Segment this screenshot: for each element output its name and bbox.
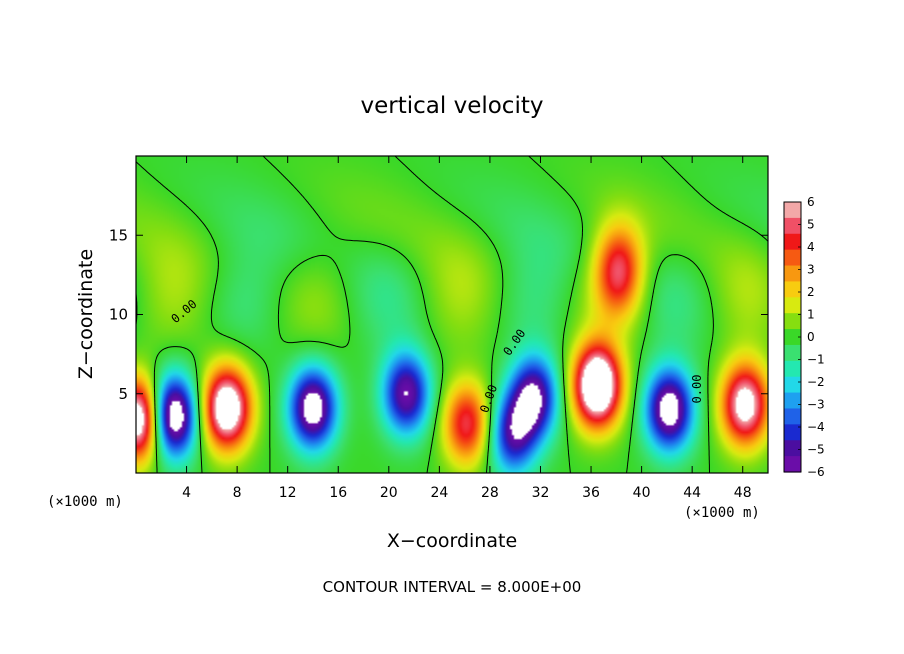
y-axis: 5 10 15 [109, 226, 768, 403]
x-axis-label: X−coordinate [387, 530, 517, 552]
colorbar-tick-label: −2 [807, 375, 825, 389]
contour-interval-note: CONTOUR INTERVAL = 8.000E+00 [323, 578, 582, 596]
x-axis: 4 8 12 16 20 24 28 32 36 40 44 48 [182, 156, 752, 501]
colorbar-tick-label: 0 [807, 330, 815, 344]
colorbar-tick-label: 2 [807, 285, 815, 299]
colorbar-swatch [784, 392, 801, 410]
y-tick-label: 5 [118, 385, 128, 403]
colorbar-swatch [784, 360, 801, 378]
colorbar-swatch [784, 313, 801, 330]
x-tick-label: 48 [734, 485, 752, 501]
x-tick-label: 20 [380, 485, 398, 501]
x-unit-note-left: (×1000 m) [47, 494, 123, 510]
colorbar-tick-label: 6 [807, 195, 815, 209]
colorbar-swatch [784, 440, 801, 457]
x-tick-label: 16 [329, 485, 347, 501]
colorbar-swatch [784, 233, 801, 251]
colorbar-swatch [784, 265, 801, 283]
colorbar-tick-label: −4 [807, 420, 825, 434]
colorbar-tick-label: −3 [807, 398, 825, 412]
colorbar-tick-label: −6 [807, 465, 825, 479]
colorbar-tick-label: 4 [807, 240, 815, 254]
colorbar-tick-label: 1 [807, 308, 815, 322]
colorbar-swatch [784, 202, 801, 219]
colorbar: 6 5 4 3 2 1 0 −1 −2 −3 −4 −5 −6 [783, 195, 825, 479]
y-axis-label: Z−coordinate [75, 249, 97, 379]
colorbar-swatch [784, 424, 801, 441]
chart-title: vertical velocity [361, 93, 544, 119]
x-tick-label: 8 [233, 485, 242, 501]
colorbar-swatch [784, 344, 801, 362]
colorbar-tick-label: −1 [807, 353, 825, 367]
colorbar-swatches [784, 202, 801, 473]
heatmap-field: 0.000.000.00 0.00 [135, 155, 769, 474]
colorbar-swatch [784, 281, 801, 298]
colorbar-swatch [784, 249, 801, 267]
contour-label: 0.00 [690, 375, 704, 404]
y-tick-label: 10 [109, 306, 128, 324]
colorbar-swatch [784, 408, 801, 425]
x-tick-label: 4 [182, 485, 191, 501]
x-tick-label: 44 [683, 485, 701, 501]
colorbar-swatch [784, 329, 801, 346]
colorbar-swatch [784, 217, 801, 235]
x-tick-label: 36 [582, 485, 600, 501]
x-tick-label: 28 [481, 485, 499, 501]
colorbar-tick-label: 5 [807, 218, 815, 232]
x-unit-note-right: (×1000 m) [684, 505, 760, 521]
colorbar-swatch [784, 376, 801, 394]
y-tick-label: 15 [109, 226, 128, 244]
colorbar-tick-labels: 6 5 4 3 2 1 0 −1 −2 −3 −4 −5 −6 [798, 195, 825, 479]
x-tick-label: 24 [430, 485, 448, 501]
x-tick-label: 12 [279, 485, 297, 501]
colorbar-swatch [784, 297, 801, 314]
colorbar-tick-label: −5 [807, 443, 825, 457]
zero-contour [135, 155, 769, 474]
colorbar-swatch [784, 456, 801, 473]
colorbar-tick-label: 3 [807, 263, 815, 277]
x-tick-label: 40 [633, 485, 651, 501]
x-tick-label: 32 [532, 485, 550, 501]
heatmap-raster [136, 156, 768, 473]
